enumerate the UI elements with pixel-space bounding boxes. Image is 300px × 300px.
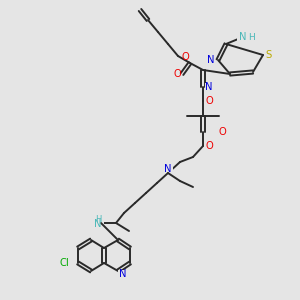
Bar bbox=[118, 269, 128, 278]
Text: N: N bbox=[206, 55, 214, 65]
Text: O: O bbox=[181, 52, 189, 62]
Bar bbox=[205, 97, 213, 106]
Text: N: N bbox=[239, 32, 247, 42]
Bar bbox=[218, 128, 226, 136]
Text: Cl: Cl bbox=[59, 258, 69, 268]
Text: H: H bbox=[95, 215, 101, 224]
Bar bbox=[205, 142, 214, 151]
Text: N: N bbox=[205, 82, 213, 92]
Text: O: O bbox=[218, 127, 226, 137]
Text: O: O bbox=[173, 69, 181, 79]
Text: H: H bbox=[248, 32, 255, 41]
Text: O: O bbox=[205, 141, 213, 151]
Bar bbox=[163, 163, 173, 173]
Bar bbox=[92, 215, 104, 227]
Text: N: N bbox=[119, 269, 127, 279]
Bar bbox=[205, 82, 213, 91]
Text: S: S bbox=[265, 50, 271, 60]
Text: N: N bbox=[164, 164, 172, 174]
Bar bbox=[237, 32, 253, 41]
Text: O: O bbox=[205, 96, 213, 106]
Text: N: N bbox=[94, 219, 102, 229]
